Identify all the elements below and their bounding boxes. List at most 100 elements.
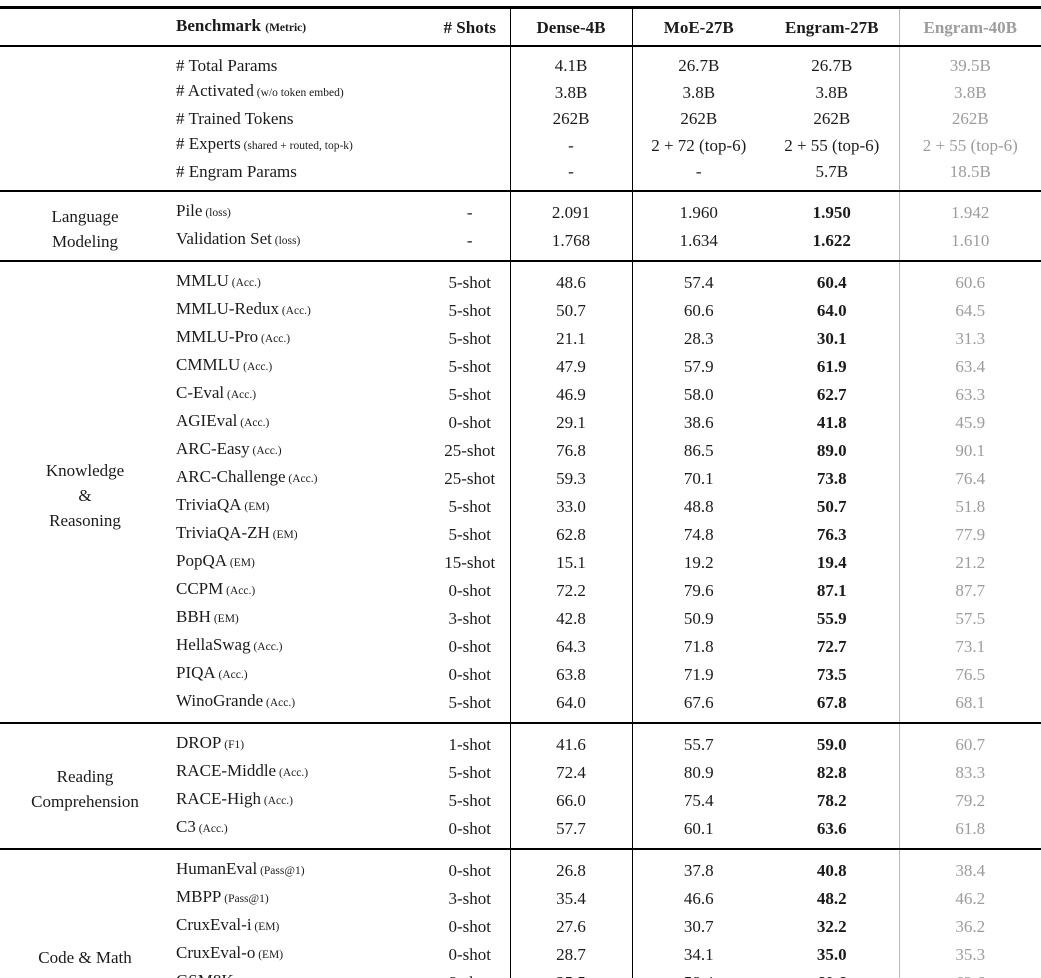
value-dense-4b: 72.4 bbox=[510, 758, 633, 786]
value-engram-40b: 262B bbox=[898, 106, 1041, 131]
table-row: PopQA (EM) 15-shot 15.1 19.2 19.4 21.2 bbox=[0, 548, 1041, 576]
benchmark-label: MBPP bbox=[176, 887, 222, 906]
shots-cell: - bbox=[430, 191, 511, 226]
category-label: Knowledge & Reasoning bbox=[45, 460, 125, 530]
value-dense-4b: 59.3 bbox=[510, 464, 633, 492]
metric-note: (Acc.) bbox=[276, 767, 309, 779]
table-row: # Trained Tokens 262B 262B 262B 262B bbox=[0, 106, 1041, 131]
category-label: Code & Math bbox=[38, 947, 132, 967]
value-moe-27b: 48.8 bbox=[683, 496, 714, 516]
table-row: ARC-Challenge (Acc.) 25-shot 59.3 70.1 73.8 7… bbox=[0, 464, 1041, 492]
metric-note: (EM) bbox=[269, 529, 298, 541]
value-moe-27b: 2 + 72 (top-6) bbox=[651, 135, 747, 155]
benchmark-label: RACE-High bbox=[176, 789, 261, 808]
value-engram-27b: 19.4 bbox=[816, 552, 847, 572]
metric-note: (Acc.) bbox=[261, 795, 293, 807]
table-header: Benchmark (Metric) # Shots Dense-4B MoE-… bbox=[0, 7, 1041, 47]
benchmark-name: HellaSwag (Acc.) bbox=[170, 632, 430, 660]
benchmark-label: # Trained Tokens bbox=[176, 109, 294, 128]
benchmark-label: ARC-Easy bbox=[176, 439, 250, 458]
value-moe-27b: 75.4 bbox=[683, 790, 714, 810]
value-engram-40b: 1.610 bbox=[898, 226, 1041, 261]
value-dense-4b: 1.768 bbox=[510, 226, 633, 261]
shots-cell: 3-shot bbox=[430, 884, 511, 912]
table-row: Validation Set (loss) -1.768 1.634 1.622 1.6… bbox=[0, 226, 1041, 261]
value-dense-4b: 15.1 bbox=[510, 548, 633, 576]
shots-cell: 5-shot bbox=[430, 688, 511, 723]
benchmark-name: CMMLU (Acc.) bbox=[170, 352, 430, 380]
shots-cell: 5-shot bbox=[430, 296, 511, 324]
value-moe-27b: 60.6 bbox=[683, 300, 714, 320]
value-moe-27b: 28.3 bbox=[683, 328, 714, 348]
header-row: Benchmark (Metric) # Shots Dense-4B MoE-… bbox=[0, 7, 1041, 47]
value-engram-27b: 35.0 bbox=[816, 944, 847, 964]
value-engram-27b: 63.6 bbox=[816, 818, 847, 838]
value-moe-27b: 19.2 bbox=[683, 552, 714, 572]
benchmark-name: MMLU (Acc.) bbox=[170, 261, 430, 296]
value-dense-4b: 41.6 bbox=[510, 723, 633, 758]
shots-cell: 5-shot bbox=[430, 352, 511, 380]
table-row: ARC-Easy (Acc.) 25-shot 76.8 86.5 89.0 90.1 bbox=[0, 436, 1041, 464]
metric-note: (F1) bbox=[221, 739, 245, 751]
value-engram-40b: 46.2 bbox=[898, 884, 1041, 912]
value-dense-4b: 29.1 bbox=[510, 408, 633, 436]
value-dense-4b: 33.0 bbox=[510, 492, 633, 520]
value-engram-27b: 48.2 bbox=[816, 888, 847, 908]
value-dense-4b: - bbox=[510, 159, 633, 191]
value-dense-4b: 42.8 bbox=[510, 604, 633, 632]
value-dense-4b: 4.1B bbox=[510, 46, 633, 78]
value-dense-4b: 66.0 bbox=[510, 786, 633, 814]
table-row: CruxEval-i (EM) 0-shot 27.6 30.7 32.2 36.2 bbox=[0, 912, 1041, 940]
table-row: HellaSwag (Acc.) 0-shot 64.3 71.8 72.7 73.1 bbox=[0, 632, 1041, 660]
value-moe-27b: 55.7 bbox=[683, 734, 714, 754]
value-engram-40b: 76.4 bbox=[898, 464, 1041, 492]
value-engram-27b: 62.7 bbox=[816, 384, 847, 404]
value-engram-27b: 1.622 bbox=[812, 230, 851, 250]
metric-note: (EM) bbox=[251, 921, 280, 933]
benchmark-label: TriviaQA-ZH bbox=[176, 523, 270, 542]
value-dense-4b: 48.6 bbox=[510, 261, 633, 296]
shots-cell bbox=[430, 159, 511, 191]
benchmark-name: MBPP (Pass@1) bbox=[170, 884, 430, 912]
section-knowledge-reasoning: Knowledge & Reasoning MMLU (Acc.) 5-shot 48.6… bbox=[0, 261, 1041, 723]
benchmark-label: GSM8K bbox=[176, 971, 234, 978]
value-moe-27b: 57.9 bbox=[683, 356, 714, 376]
metric-note: (Acc.) bbox=[258, 333, 291, 345]
shots-cell bbox=[430, 46, 511, 78]
metric-note: (Pass@1) bbox=[257, 865, 305, 877]
metric-note: (Acc.) bbox=[223, 585, 256, 597]
value-engram-40b: 3.8B bbox=[898, 78, 1041, 106]
metric-note: (EM) bbox=[227, 557, 255, 569]
value-engram-40b: 39.5B bbox=[898, 46, 1041, 78]
benchmark-label: DROP bbox=[176, 733, 222, 752]
value-engram-27b: 60.6 bbox=[765, 968, 899, 978]
shots-cell: 3-shot bbox=[430, 604, 511, 632]
value-moe-27b: 30.7 bbox=[683, 916, 714, 936]
benchmark-label: CruxEval-o bbox=[176, 943, 256, 962]
benchmark-label: # Activated bbox=[176, 81, 254, 100]
table-row: # Engram Params - - 5.7B 18.5B bbox=[0, 159, 1041, 191]
benchmark-label: # Engram Params bbox=[176, 162, 297, 181]
shots-cell: 0-shot bbox=[430, 576, 511, 604]
metric-note: (Acc.) bbox=[228, 277, 261, 289]
benchmark-name: # Experts (shared + routed, top-k) bbox=[170, 131, 430, 159]
value-moe-27b: 38.6 bbox=[683, 412, 714, 432]
benchmark-name: GSM8K (EM) bbox=[170, 968, 430, 978]
value-engram-27b: 72.7 bbox=[816, 636, 847, 656]
value-engram-40b: 76.5 bbox=[898, 660, 1041, 688]
benchmark-name: AGIEval (Acc.) bbox=[170, 408, 430, 436]
value-engram-27b: 64.0 bbox=[816, 300, 847, 320]
value-engram-27b: 87.1 bbox=[816, 580, 847, 600]
value-engram-27b: 73.8 bbox=[816, 468, 847, 488]
value-engram-40b: 63.4 bbox=[898, 352, 1041, 380]
value-engram-27b: 61.9 bbox=[816, 356, 847, 376]
value-engram-40b: 73.1 bbox=[898, 632, 1041, 660]
benchmark-label: PIQA bbox=[176, 663, 216, 682]
benchmark-label: C-Eval bbox=[176, 383, 225, 402]
shots-cell: 0-shot bbox=[430, 632, 511, 660]
model-header-engram-40b: Engram-40B bbox=[898, 7, 1041, 47]
benchmark-name: TriviaQA (EM) bbox=[170, 492, 430, 520]
benchmark-label: # Total Params bbox=[176, 56, 278, 75]
benchmark-name: # Trained Tokens bbox=[170, 106, 430, 131]
